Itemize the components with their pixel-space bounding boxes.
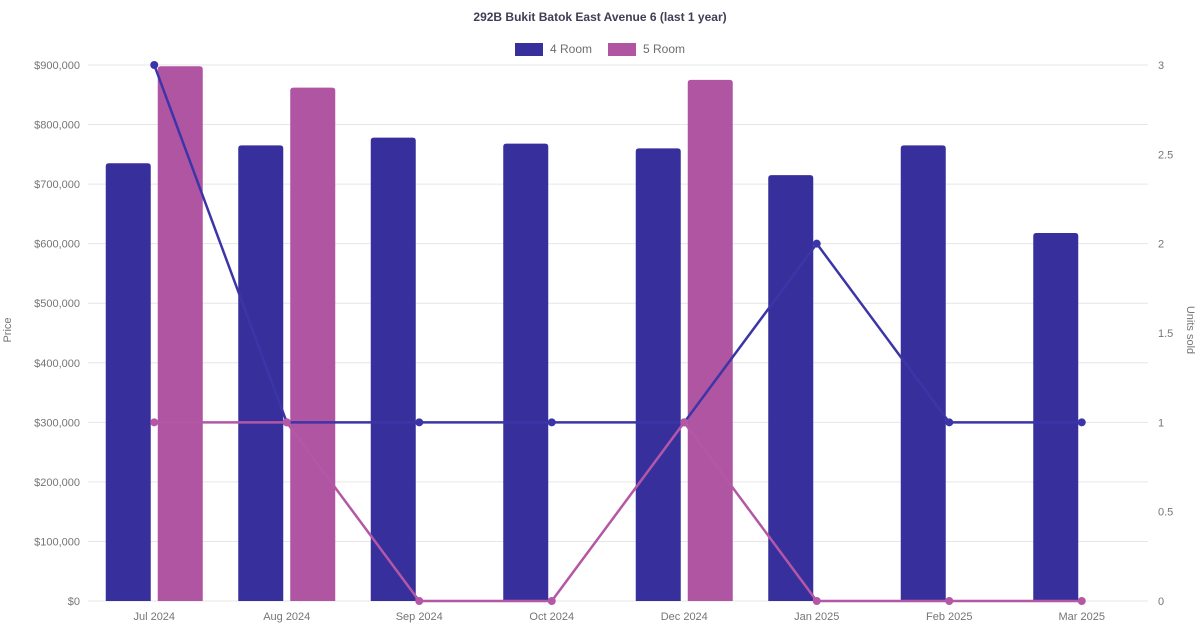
bar-4-room-jul-2024[interactable] (105, 163, 151, 601)
line-4-room-units-sold (153, 64, 1082, 424)
right-axis-tick-label: 1.5 (1158, 328, 1173, 340)
point-4-room-units-sold-feb-2025[interactable] (945, 418, 954, 427)
point-5-room-units-sold-mar-2025[interactable] (1077, 597, 1086, 605)
point-5-room-units-sold-feb-2025[interactable] (945, 597, 954, 605)
bar-5-room-jul-2024[interactable] (157, 66, 203, 602)
bar-4-room-sep-2024[interactable] (370, 137, 416, 601)
line-5-room-units-sold (154, 421, 1082, 603)
bar-4-room-aug-2024[interactable] (238, 145, 284, 601)
left-axis-tick-label: $0 (68, 596, 80, 608)
bar-5-room-dec-2024[interactable] (687, 79, 733, 601)
point-4-room-units-sold-jan-2025[interactable] (812, 239, 821, 248)
x-axis-tick-label: Aug 2024 (263, 611, 310, 623)
left-axis-tick-label: $100,000 (34, 536, 80, 548)
left-axis-tick-label: $700,000 (34, 179, 80, 191)
point-4-room-units-sold-oct-2024[interactable] (547, 418, 556, 427)
bar-4-room-oct-2024[interactable] (503, 143, 549, 601)
point-4-room-units-sold-jul-2024[interactable] (150, 61, 159, 69)
legend-label-5-room: 5 Room (643, 42, 686, 56)
right-axis-tick-label: 1 (1158, 417, 1164, 429)
point-5-room-units-sold-aug-2024[interactable] (282, 418, 291, 427)
point-5-room-units-sold-dec-2024[interactable] (680, 418, 689, 427)
right-axis-tick-label: 3 (1158, 60, 1164, 72)
bar-4-room-dec-2024[interactable] (635, 148, 681, 601)
right-axis-tick-label: 2 (1158, 239, 1164, 251)
legend-swatch-5-room (608, 42, 636, 56)
point-5-room-units-sold-jan-2025[interactable] (812, 597, 821, 605)
left-axis-tick-label: $500,000 (34, 298, 80, 310)
x-axis-tick-label: Mar 2025 (1059, 611, 1105, 623)
point-5-room-units-sold-sep-2024[interactable] (415, 597, 424, 605)
point-4-room-units-sold-mar-2025[interactable] (1077, 418, 1086, 427)
legend-swatch-4-room (514, 42, 543, 56)
left-axis-tick-label: $400,000 (34, 358, 80, 370)
point-5-room-units-sold-jul-2024[interactable] (150, 418, 159, 427)
right-axis-tick-label: 2.5 (1158, 149, 1173, 161)
left-axis-tick-label: $300,000 (34, 417, 80, 429)
x-axis-tick-label: Sep 2024 (396, 611, 443, 623)
legend-item-5-room[interactable]: 5 Room (608, 42, 685, 56)
chart-title: 292B Bukit Batok East Avenue 6 (last 1 y… (473, 10, 727, 24)
right-axis-tick-label: 0.5 (1158, 507, 1173, 519)
bar-5-room-aug-2024[interactable] (290, 87, 336, 602)
x-axis-tick-label: Jan 2025 (794, 611, 839, 623)
right-axis-tick-label: 0 (1158, 596, 1164, 608)
x-axis-tick-label: Oct 2024 (529, 611, 574, 623)
left-axis-tick-label: $200,000 (34, 477, 80, 489)
point-5-room-units-sold-oct-2024[interactable] (547, 597, 556, 605)
x-axis-tick-label: Feb 2025 (926, 611, 972, 623)
left-axis-tick-label: $900,000 (34, 60, 80, 72)
bar-4-room-jan-2025[interactable] (768, 175, 814, 601)
legend-label-4-room: 4 Room (549, 42, 592, 56)
left-axis-tick-label: $800,000 (34, 120, 80, 132)
bar-4-room-mar-2025[interactable] (1033, 232, 1079, 602)
bar-4-room-feb-2025[interactable] (900, 145, 946, 601)
point-4-room-units-sold-sep-2024[interactable] (415, 418, 424, 427)
legend-item-4-room[interactable]: 4 Room (514, 42, 592, 56)
left-axis-tick-label: $600,000 (34, 239, 80, 251)
x-axis-tick-label: Dec 2024 (661, 611, 708, 623)
x-axis-tick-label: Jul 2024 (133, 611, 175, 623)
chart-legend: 4 Room 5 Room (0, 42, 1200, 56)
